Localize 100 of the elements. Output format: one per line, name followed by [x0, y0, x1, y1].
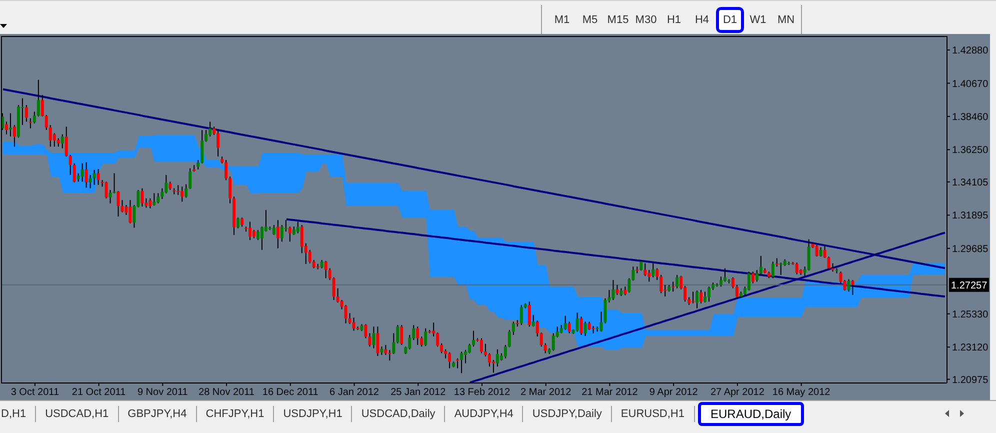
- candlestick: [24, 104, 28, 122]
- candlestick: [344, 304, 348, 324]
- candlestick: [759, 255, 762, 276]
- text: W1: [750, 14, 766, 26]
- candlestick: [308, 249, 312, 264]
- candlestick: [827, 256, 830, 270]
- candlestick: [328, 268, 332, 281]
- candlestick: [84, 162, 88, 188]
- candlestick: [672, 281, 675, 292]
- candlestick: [564, 315, 567, 330]
- candlestick: [755, 269, 758, 282]
- y-tick-label: 1.20975: [952, 374, 989, 386]
- text: AUDJPY,H4: [454, 408, 514, 420]
- candlestick: [676, 274, 679, 289]
- candlestick: [735, 284, 738, 299]
- candlestick: [464, 349, 468, 364]
- candlestick: [612, 280, 615, 301]
- candlestick: [847, 278, 850, 292]
- candlestick: [8, 112, 12, 138]
- y-tick-label: 1.25330: [952, 309, 989, 320]
- x-tick-label: 21 Oct 2011: [72, 387, 126, 398]
- candlestick: [644, 262, 647, 276]
- x-tick-label: 9 Nov 2011: [137, 387, 188, 398]
- candlestick: [692, 291, 695, 304]
- candlestick: [660, 274, 663, 294]
- candlestick: [140, 188, 144, 208]
- candlestick: [851, 280, 854, 296]
- candlestick: [348, 312, 352, 324]
- candlestick: [460, 351, 464, 374]
- y-tick-label: 1.38460: [952, 112, 989, 123]
- candlestick: [456, 358, 460, 369]
- candlestick: [552, 332, 555, 352]
- x-tick-label: 6 Jan 2012: [330, 387, 380, 398]
- candlestick: [420, 336, 424, 348]
- candlestick: [504, 344, 507, 359]
- candlestick: [180, 186, 184, 202]
- candlestick: [468, 343, 472, 354]
- candlestick: [112, 172, 116, 194]
- x-tick-label: 9 Apr 2012: [649, 387, 698, 398]
- x-tick-label: 21 Mar 2012: [582, 387, 638, 398]
- candlestick: [584, 321, 587, 336]
- candlestick: [512, 321, 515, 336]
- candlestick: [324, 260, 328, 279]
- candlestick: [96, 168, 100, 186]
- candlestick: [536, 320, 539, 338]
- candlestick: [779, 262, 782, 276]
- candlestick: [731, 276, 734, 289]
- text: H4: [694, 14, 710, 26]
- candlestick: [520, 304, 523, 326]
- candlestick: [532, 314, 535, 328]
- y-tick-label: 1.23120: [952, 342, 989, 354]
- candlestick: [652, 262, 655, 278]
- x-tick-label: 28 Nov 2011: [198, 387, 255, 398]
- candlestick: [44, 114, 48, 130]
- x-tick-label: 2 Mar 2012: [520, 387, 572, 398]
- candlestick: [372, 326, 376, 349]
- candlestick: [80, 162, 84, 182]
- candlestick: [488, 352, 491, 368]
- candlestick: [216, 129, 220, 158]
- candlestick: [208, 121, 212, 138]
- text: M5: [582, 14, 598, 26]
- candlestick: [40, 94, 44, 118]
- text: USDCAD,Daily: [361, 408, 436, 420]
- candlestick: [72, 162, 76, 183]
- candlestick: [88, 174, 92, 189]
- text: EURUSD,H1: [620, 408, 684, 420]
- candlestick: [92, 169, 96, 186]
- candlestick: [184, 184, 188, 198]
- candlestick: [747, 271, 750, 292]
- text: USDJPY,Daily: [532, 408, 602, 420]
- candlestick: [68, 154, 72, 176]
- candlestick: [352, 317, 356, 332]
- x-tick-label: 16 May 2012: [772, 387, 831, 398]
- candlestick: [196, 160, 200, 170]
- candlestick: [388, 349, 392, 362]
- text: USDCAD,H1: [45, 408, 109, 420]
- candlestick: [771, 261, 774, 279]
- candlestick: [580, 316, 583, 336]
- text: EURAUD,Daily: [710, 407, 792, 421]
- candlestick: [364, 324, 368, 339]
- text: H1: [666, 14, 682, 26]
- candlestick: [396, 324, 400, 344]
- text: M15: [607, 14, 629, 26]
- candlestick: [508, 329, 511, 348]
- candlestick: [448, 352, 452, 369]
- x-tick-label: 27 Apr 2012: [710, 387, 765, 398]
- y-tick-label: 1.40670: [952, 78, 989, 90]
- candlestick: [640, 260, 643, 272]
- candlestick: [480, 338, 483, 354]
- x-tick-label: 3 Oct 2011: [10, 387, 60, 398]
- candlestick: [432, 322, 436, 338]
- candlestick: [240, 217, 244, 228]
- candlestick: [424, 328, 428, 347]
- candlestick: [795, 262, 798, 275]
- y-tick-label: 1.34105: [952, 177, 989, 188]
- candlestick: [472, 330, 476, 348]
- candlestick: [224, 160, 228, 181]
- x-tick-label: 13 Feb 2012: [454, 387, 510, 398]
- candlestick: [12, 124, 16, 148]
- y-tick-label: 1.36250: [952, 145, 989, 156]
